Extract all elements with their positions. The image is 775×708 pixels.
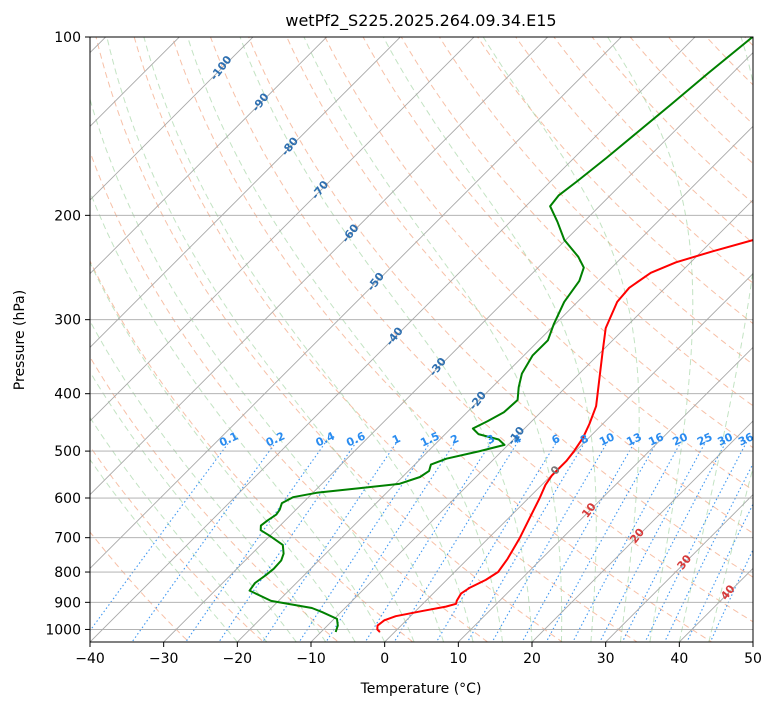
mixing-ratio-line <box>325 440 457 642</box>
moist-adiabat-line <box>90 370 297 642</box>
mixing-ratio-label-12: 13 <box>624 430 643 448</box>
dry-adiabat-line <box>515 37 753 284</box>
isotherm-line <box>163 52 753 642</box>
mixing-ratio-label-11: 10 <box>597 430 617 448</box>
moist-adiabat-line <box>90 320 327 642</box>
isotherm-line <box>457 346 753 642</box>
mixing-ratio-line <box>572 440 683 642</box>
isotherm-line <box>90 37 475 422</box>
mixing-ratio-line <box>664 462 753 642</box>
isotherm-line <box>605 494 753 642</box>
mixing-ratio-label-14: 20 <box>671 430 691 448</box>
mixing-ratio-line <box>644 440 748 642</box>
isotherm-line <box>531 420 753 642</box>
moist-adiabat-line <box>90 458 238 642</box>
dry-adiabat-line <box>90 150 489 642</box>
dry-adiabat-line <box>90 259 414 642</box>
x-tick-label: 50 <box>744 651 762 667</box>
background-lines <box>90 37 753 642</box>
x-tick-label: 40 <box>670 651 688 667</box>
plot-frame <box>89 36 754 643</box>
y-tick-label: 600 <box>54 491 81 507</box>
dry-adiabat-line <box>209 37 753 623</box>
dry-adiabat-line <box>90 356 340 642</box>
moist-adiabat-line <box>90 416 268 642</box>
y-tick-label: 800 <box>54 565 81 581</box>
dry-adiabat-line <box>90 531 190 642</box>
dry-adiabat-line <box>324 37 753 491</box>
moist-adiabat-line <box>303 37 563 642</box>
moist-adiabat-line <box>678 37 753 642</box>
mixing-ratio-label-16: 30 <box>716 430 736 448</box>
y-tick-label: 200 <box>54 208 81 224</box>
mixing-ratio-line <box>491 440 609 642</box>
x-tick-label: 10 <box>449 651 467 667</box>
y-tick-label: 100 <box>54 30 81 46</box>
isotherm-line <box>90 37 254 201</box>
mixing-ratio-label-13: 16 <box>646 430 666 448</box>
mixing-ratio-line <box>131 440 278 642</box>
y-axis-ticks: 1000 900 800 700 600 500 400 300 200 100 <box>45 30 90 638</box>
isotherm-line <box>90 37 180 127</box>
x-axis-label: Temperature (°C) <box>360 681 482 697</box>
x-axis-ticks: −40 −30 −20 −10 0 10 20 30 40 50 <box>75 642 762 667</box>
x-tick-label: 0 <box>380 651 389 667</box>
y-tick-label: 500 <box>54 444 81 460</box>
isotherm-line <box>310 199 753 642</box>
y-tick-label: 900 <box>54 595 81 611</box>
moist-adiabat-line <box>482 37 640 642</box>
x-tick-label: 30 <box>597 651 615 667</box>
moist-adiabat-line <box>708 466 753 642</box>
y-tick-label: 400 <box>54 387 81 403</box>
mixing-ratio-line <box>435 440 558 642</box>
mixing-ratio-label-17: 36 <box>736 430 756 448</box>
isotherm-line <box>90 37 696 642</box>
x-tick-label: −20 <box>223 651 253 667</box>
moist-adiabat-line <box>382 37 597 642</box>
isotherm-line <box>384 273 753 642</box>
chart-title: wetPf2_S225.2025.264.09.34.E15 <box>285 11 556 31</box>
moist-adiabat-line <box>607 37 694 642</box>
isotherm-line <box>90 37 549 496</box>
dewpoint-profile-line <box>248 37 753 633</box>
mixing-ratio-line <box>262 440 399 642</box>
moist-adiabat-line <box>187 37 503 642</box>
mixing-ratio-line <box>298 440 432 642</box>
mixing-ratio-line <box>466 440 587 642</box>
x-tick-label: −40 <box>75 651 105 667</box>
dry-adiabat-line <box>133 37 638 642</box>
temperature-profile-line <box>376 239 753 633</box>
mixing-ratio-line <box>521 440 637 642</box>
x-tick-label: −10 <box>296 651 326 667</box>
mixing-ratio-line <box>599 440 707 642</box>
moist-adiabat-line <box>90 190 386 642</box>
x-tick-label: −30 <box>149 651 179 667</box>
y-tick-label: 700 <box>54 531 81 547</box>
isotherm-line <box>90 37 622 569</box>
mixing-ratio-line <box>621 440 728 642</box>
moist-adiabat-line <box>90 261 356 642</box>
mixing-ratio-label-15: 25 <box>695 430 714 448</box>
dry-adiabat-line <box>90 445 265 642</box>
y-axis-label: Pressure (hPa) <box>12 290 28 390</box>
moist-adiabat-line <box>239 37 533 642</box>
dry-adiabat-line <box>362 37 753 449</box>
x-tick-label: 20 <box>523 651 541 667</box>
dry-adiabat-line <box>95 37 564 642</box>
isotherm-line <box>236 125 753 642</box>
sounding-profiles <box>248 37 753 633</box>
dry-adiabat-line <box>248 37 753 578</box>
mixing-ratio-line <box>545 440 659 642</box>
mixing-ratio-line <box>364 440 493 642</box>
y-tick-label: 1000 <box>45 622 81 638</box>
dry-adiabat-line <box>171 37 713 642</box>
y-tick-label: 300 <box>54 313 81 329</box>
moist-adiabat-line <box>143 37 474 642</box>
isotherm-line <box>90 37 328 275</box>
grid-lines <box>90 37 753 642</box>
isotherm-line <box>90 37 401 348</box>
